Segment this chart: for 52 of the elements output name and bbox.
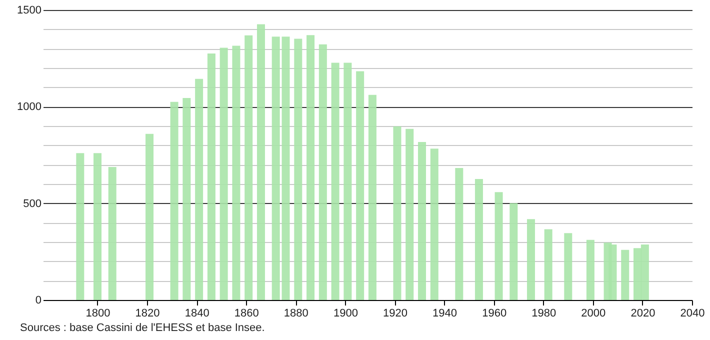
bar xyxy=(406,128,414,300)
bar xyxy=(344,62,352,300)
x-tick-label: 2020 xyxy=(630,308,656,320)
bar xyxy=(544,229,552,300)
source-note: Sources : base Cassini de l'EHESS et base Insee. xyxy=(20,322,265,334)
bar xyxy=(93,153,102,300)
bar xyxy=(272,36,280,300)
bar xyxy=(368,94,376,300)
bar xyxy=(621,250,630,300)
bar xyxy=(455,168,464,300)
x-tick-label: 1900 xyxy=(333,308,358,320)
bar xyxy=(474,178,483,300)
bar xyxy=(564,233,572,300)
x-tick-label: 1820 xyxy=(135,308,160,320)
bar xyxy=(207,54,216,300)
bar xyxy=(146,134,154,300)
x-tick-label: 1840 xyxy=(184,308,210,320)
bar xyxy=(526,219,535,300)
bar xyxy=(195,78,204,300)
bar xyxy=(182,98,191,300)
bar xyxy=(306,35,315,300)
x-tick-label: 1800 xyxy=(86,308,110,320)
bar xyxy=(232,46,240,300)
y-tick-label: 500 xyxy=(23,198,42,210)
bar xyxy=(256,24,265,300)
bar xyxy=(430,148,438,300)
bar xyxy=(494,192,503,300)
bar xyxy=(318,44,327,300)
x-tick-label: 1920 xyxy=(383,308,408,320)
bar xyxy=(108,166,116,300)
x-tick-label: 1940 xyxy=(432,308,458,320)
y-tick-label: 1000 xyxy=(17,101,42,114)
bar xyxy=(170,102,178,300)
bar xyxy=(418,142,426,300)
x-tick-label: 2000 xyxy=(581,308,606,320)
bar xyxy=(356,71,364,300)
bar xyxy=(393,126,402,300)
y-tick-label: 1500 xyxy=(17,4,42,16)
bar xyxy=(244,35,253,300)
bar xyxy=(586,240,594,300)
x-tick-label: 2040 xyxy=(680,308,705,320)
bar xyxy=(331,62,340,300)
bar xyxy=(294,38,302,300)
x-tick-label: 1980 xyxy=(532,308,556,320)
bar xyxy=(510,203,518,300)
bar xyxy=(76,153,84,300)
y-tick-label: 0 xyxy=(35,294,42,306)
x-tick-label: 1880 xyxy=(284,308,308,320)
bar xyxy=(220,48,228,300)
x-tick-label: 1960 xyxy=(482,308,507,320)
bar xyxy=(282,36,290,300)
x-tick-label: 1860 xyxy=(234,308,259,320)
